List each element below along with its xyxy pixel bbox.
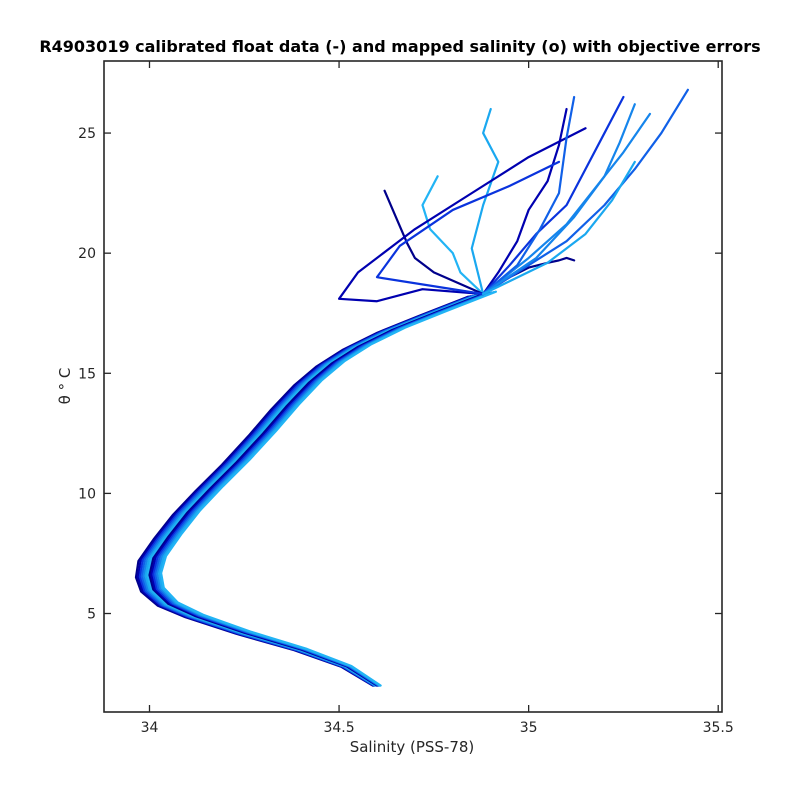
axes-frame: [103, 60, 723, 713]
x-tick-label: 34.5: [323, 720, 354, 736]
profile-line-upper: [482, 107, 568, 296]
profile-line-upper: [482, 103, 636, 296]
profile-line-upper: [482, 95, 625, 296]
y-tick-label: 25: [78, 126, 96, 142]
profile-line-upper: [482, 95, 576, 296]
profile-line-upper: [482, 160, 636, 296]
axis-ticks: 34 34.5 35 35.5 5 10 15 20 25: [78, 61, 734, 736]
profile-line-upper: [337, 127, 587, 303]
profile-line-deep: [159, 290, 497, 687]
y-tick-label: 5: [87, 607, 96, 623]
y-tick-label: 20: [78, 246, 96, 262]
y-axis-label: θ ° C: [56, 368, 74, 405]
y-tick-label: 15: [78, 366, 96, 382]
chart-title: R4903019 calibrated float data (-) and m…: [39, 37, 760, 56]
profile-line-upper: [421, 175, 485, 296]
profile-line-upper: [375, 160, 561, 296]
plot-area: [134, 88, 689, 687]
profile-line-upper: [383, 189, 485, 296]
y-tick-label: 10: [78, 486, 96, 502]
x-tick-label: 35.5: [703, 720, 734, 736]
profile-line-upper: [482, 88, 689, 296]
x-tick-label: 35: [520, 720, 538, 736]
x-tick-label: 34: [141, 720, 159, 736]
profile-line-upper: [470, 107, 500, 296]
x-axis-label: Salinity (PSS-78): [350, 738, 475, 756]
